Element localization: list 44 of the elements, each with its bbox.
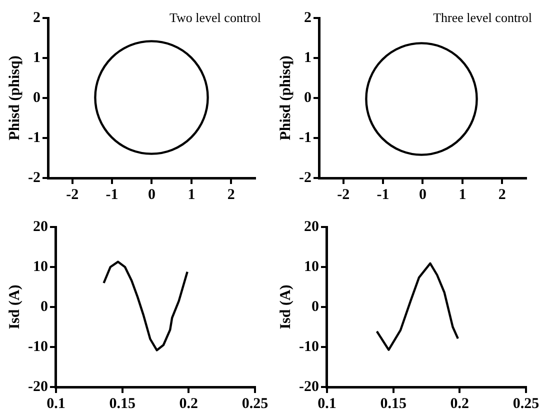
x-tick-label: -1 (106, 186, 118, 203)
y-tick-label: 20 (304, 218, 319, 235)
x-tick-label: 0.15 (380, 396, 406, 412)
y-axis-title: Phisd (phisq) (278, 56, 294, 140)
x-tick-label: 0 (148, 186, 156, 203)
y-tick-label: 1 (304, 50, 312, 66)
y-tick-label: -1 (28, 130, 40, 146)
x-tick-label: -2 (66, 186, 79, 203)
x-tick-label: 2 (227, 186, 235, 203)
x-tick-label: 0.25 (242, 396, 268, 412)
x-tick-label: 0.15 (109, 396, 136, 412)
y-tick-label: -10 (28, 338, 48, 355)
y-axis-title: Phisd (phisq) (6, 56, 23, 140)
y-axis-title: Isd (A) (278, 284, 294, 330)
x-tick-label: 1 (458, 186, 466, 203)
y-tick-label: 0 (304, 90, 312, 106)
y-tick-label: 0 (311, 298, 319, 315)
y-tick-label: 0 (40, 298, 48, 315)
x-tick-label: 2 (498, 186, 506, 203)
y-tick-label: 10 (304, 258, 319, 275)
y-tick-label: -20 (298, 378, 319, 395)
y-tick-label: 0 (32, 90, 40, 106)
chart-title: Two level control (169, 10, 262, 25)
x-tick-label: -2 (337, 186, 350, 203)
y-tick-label: -10 (298, 338, 319, 355)
x-tick-label: 0.1 (46, 396, 66, 412)
x-tick-label: 1 (188, 186, 196, 203)
y-tick-label: -1 (298, 130, 312, 146)
y-tick-label: -2 (298, 170, 312, 186)
y-tick-label: 2 (32, 10, 40, 26)
x-tick-label: 0.2 (179, 396, 198, 412)
y-tick-label: -2 (28, 170, 40, 186)
y-axis-title: Isd (A) (6, 284, 23, 330)
x-tick-label: 0 (419, 186, 426, 203)
chart-title: Three level control (433, 10, 532, 25)
x-tick-label: -1 (376, 186, 390, 203)
y-tick-label: -20 (28, 378, 48, 395)
y-tick-label: 10 (32, 258, 48, 275)
x-tick-label: 0.2 (450, 396, 470, 412)
y-tick-label: 20 (32, 218, 48, 235)
x-tick-label: 0.25 (512, 396, 540, 412)
y-tick-label: 1 (32, 50, 40, 66)
x-tick-label: 0.1 (318, 396, 336, 412)
y-tick-label: 2 (304, 10, 312, 26)
